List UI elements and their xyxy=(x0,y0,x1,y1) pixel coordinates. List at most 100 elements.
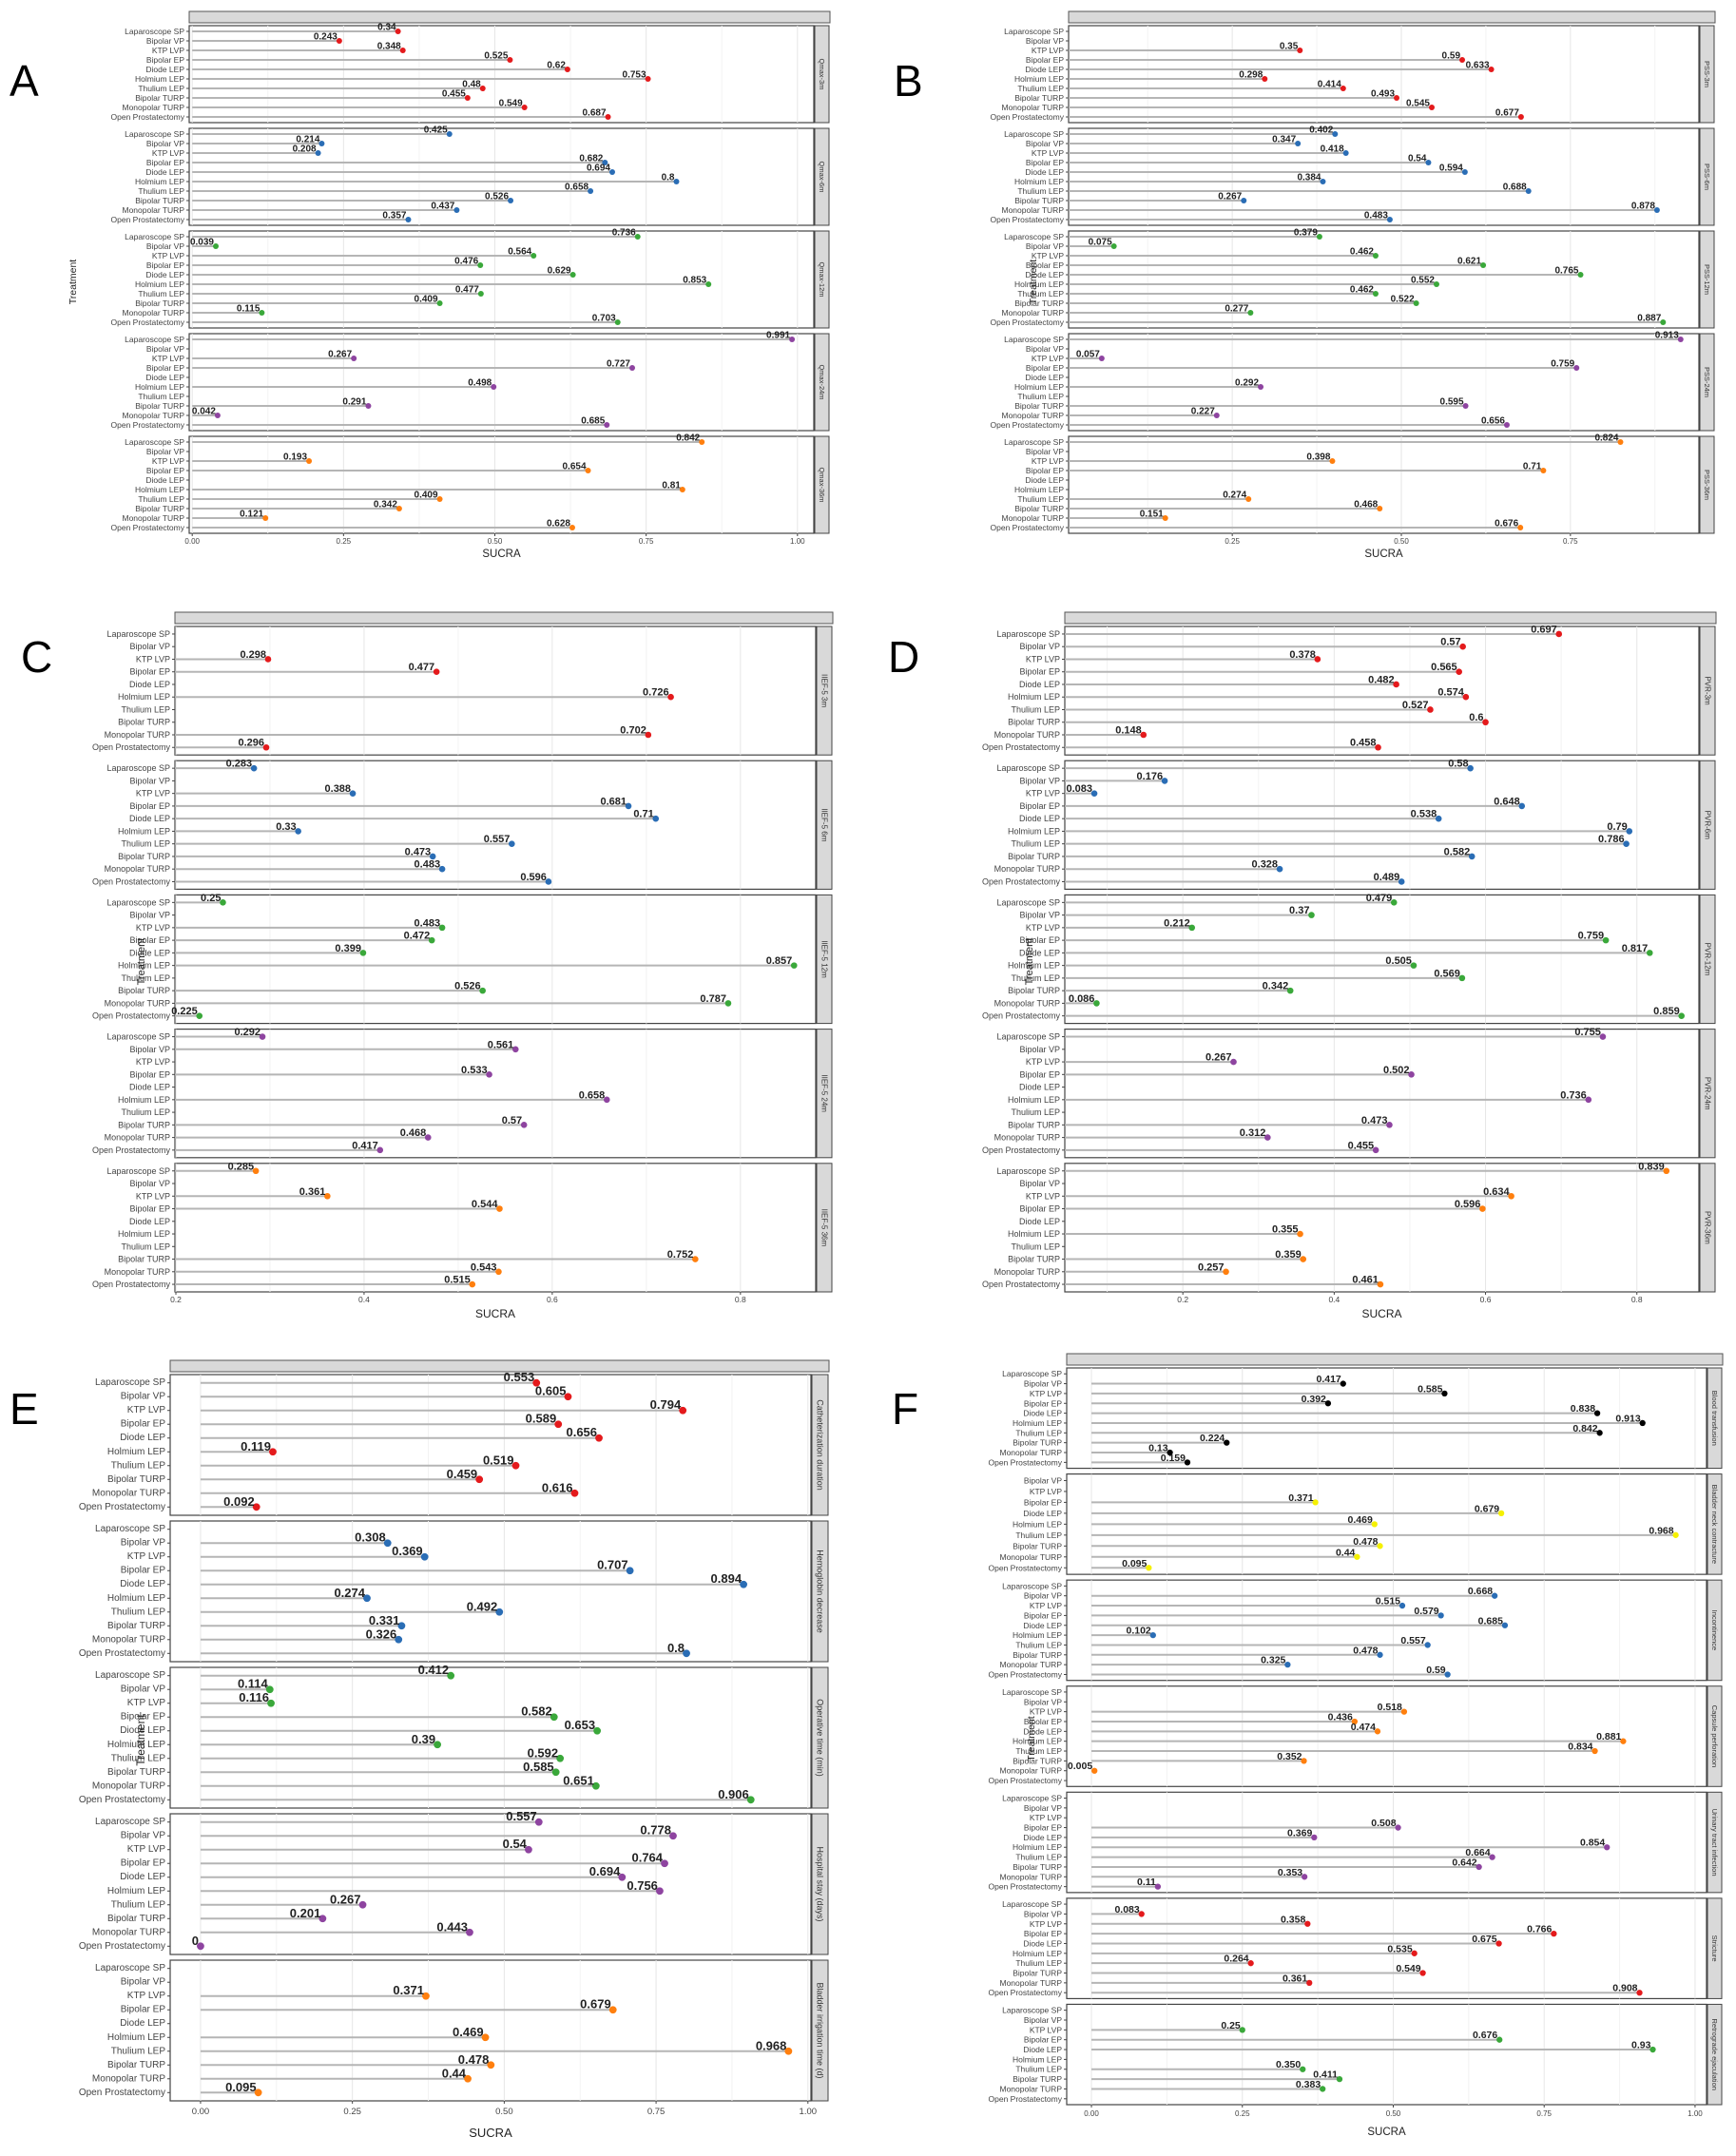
facet-strip xyxy=(1707,1473,1723,1575)
lollipop-dot xyxy=(405,217,412,222)
value-label: 0.656 xyxy=(566,1425,597,1439)
facet-strip xyxy=(1707,2003,1723,2106)
value-label: 0.557 xyxy=(1400,1635,1425,1646)
lollipop-dot xyxy=(556,1754,565,1762)
lollipop-dot xyxy=(626,1567,634,1575)
treatment-label: Bipolar TURP xyxy=(135,196,184,205)
value-label: 0.794 xyxy=(650,1397,682,1412)
lollipop-dot xyxy=(593,1726,602,1735)
treatment-label: KTP LVP xyxy=(136,789,170,799)
lollipop-dot xyxy=(1577,272,1584,278)
value-label: 0.492 xyxy=(467,1599,498,1613)
lollipop-dot xyxy=(564,1393,572,1401)
lollipop-dot xyxy=(214,413,221,418)
treatment-row: Bipolar VP 0.176 xyxy=(1019,771,1168,785)
treatment-row: Bipolar VP xyxy=(1024,2015,1067,2025)
value-label: 0.629 xyxy=(548,266,571,277)
treatment-row: Holmium LEP xyxy=(118,1229,175,1239)
lollipop-dot xyxy=(1314,656,1321,663)
lollipop-dot xyxy=(1591,1747,1598,1755)
lollipop-dot xyxy=(1626,828,1633,835)
facet-panel xyxy=(1066,2003,1707,2106)
lollipop-dot xyxy=(1437,1612,1444,1619)
value-label: 0.384 xyxy=(1297,173,1321,183)
value-label: 0.694 xyxy=(587,164,610,174)
lollipop-dot xyxy=(1459,643,1466,650)
lollipop-dot xyxy=(495,1607,504,1616)
treatment-row: Laparoscope SP xyxy=(1002,1793,1067,1802)
treatment-label: Monopolar TURP xyxy=(105,998,170,1008)
treatment-row: Thulium LEP xyxy=(121,704,175,714)
treatment-row: KTP LVP 0.208 xyxy=(152,144,321,158)
treatment-label: Bipolar EP xyxy=(1024,1929,1062,1938)
value-label: 0.291 xyxy=(342,397,366,408)
treatment-row: Open Prostatectomy 0.159 xyxy=(989,1453,1191,1467)
lollipop-dot xyxy=(1188,924,1196,932)
treatment-row: Thulium LEP xyxy=(121,973,175,983)
value-label: 0.878 xyxy=(1631,202,1655,212)
value-label: 0.13 xyxy=(1148,1443,1168,1454)
lollipop-dot xyxy=(1091,1767,1098,1774)
x-axis-title: SUCRA xyxy=(1361,1307,1401,1320)
treatment-label: Diode LEP xyxy=(120,2018,165,2029)
lollipop-dot xyxy=(1672,1531,1679,1538)
treatment-label: Laparoscope SP xyxy=(1002,1687,1062,1697)
value-label: 0.778 xyxy=(640,1823,671,1838)
treatment-label: Diode LEP xyxy=(120,1579,165,1589)
lollipop-dot xyxy=(1573,365,1580,371)
treatment-label: Bipolar VP xyxy=(1019,776,1060,785)
treatment-row: Monopolar TURP 0.44 xyxy=(999,1547,1360,1562)
treatment-row: Bipolar VP xyxy=(1026,36,1069,46)
lollipop-dot xyxy=(1476,1863,1482,1871)
x-tick-label: 0.75 xyxy=(1563,537,1578,546)
facet: Operative time (min) Laparoscope SP 0.412 B… xyxy=(79,1663,829,1809)
value-label: 0.764 xyxy=(631,1851,663,1865)
lollipop-dot xyxy=(477,262,484,268)
header-strip xyxy=(169,1359,830,1373)
lollipop-dot xyxy=(318,1915,327,1923)
lollipop-dot xyxy=(1617,439,1624,445)
lollipop-dot xyxy=(399,48,406,53)
treatment-row: Thulium LEP 0.664 xyxy=(1015,1847,1495,1862)
treatment-label: Thulium LEP xyxy=(121,704,170,714)
value-label: 0.596 xyxy=(520,872,547,883)
value-label: 0.519 xyxy=(483,1453,514,1467)
facet-strip-label: IIEF-5 6m xyxy=(820,808,829,841)
treatment-label: Laparoscope SP xyxy=(95,1670,165,1681)
value-label: 0.642 xyxy=(1452,1857,1476,1868)
lollipop-dot xyxy=(434,1741,441,1749)
treatment-row: KTP LVP 0.267 xyxy=(1026,1052,1237,1067)
treatment-label: Bipolar TURP xyxy=(1013,1756,1062,1765)
value-label: 0.658 xyxy=(579,1089,606,1101)
value-label: 0.881 xyxy=(1596,1731,1621,1742)
facet-panel xyxy=(1064,1028,1700,1159)
treatment-row: Laparoscope SP 0.25 xyxy=(106,893,226,907)
treatment-label: Holmium LEP xyxy=(1013,1630,1062,1640)
value-label: 0.786 xyxy=(1598,834,1625,845)
value-label: 0.894 xyxy=(711,1571,743,1586)
value-label: 0.589 xyxy=(526,1412,557,1426)
facet-strip-label: Qmax-3m xyxy=(818,59,826,90)
value-label: 0.71 xyxy=(1523,462,1542,472)
value-label: 0.473 xyxy=(1361,1115,1388,1126)
treatment-label: Laparoscope SP xyxy=(106,1166,170,1176)
value-label: 0.697 xyxy=(1531,624,1557,635)
value-label: 0.455 xyxy=(442,89,466,100)
facet-panel xyxy=(188,435,815,534)
value-label: 0.676 xyxy=(1473,2030,1497,2041)
lollipop-dot xyxy=(1264,1134,1271,1141)
treatment-row: Bipolar TURP 0.526 xyxy=(135,192,514,205)
value-label: 0.544 xyxy=(472,1199,498,1210)
panel-letter-b: B xyxy=(894,56,923,106)
treatment-row: Monopolar TURP 0.878 xyxy=(1001,202,1660,215)
lollipop-dot xyxy=(349,790,357,797)
treatment-label: Monopolar TURP xyxy=(994,998,1060,1008)
treatment-row: Thulium LEP 0.462 xyxy=(1017,285,1379,298)
treatment-row: Diode LEP 0.894 xyxy=(120,1571,747,1589)
treatment-row: Monopolar TURP 0.227 xyxy=(1001,407,1220,420)
treatment-label: Bipolar VP xyxy=(146,139,184,148)
treatment-row: Holmium LEP 0.274 xyxy=(107,1586,371,1604)
treatment-row: Monopolar TURP 0.325 xyxy=(999,1655,1291,1669)
treatment-row: Diode LEP 0.675 xyxy=(1023,1934,1502,1948)
